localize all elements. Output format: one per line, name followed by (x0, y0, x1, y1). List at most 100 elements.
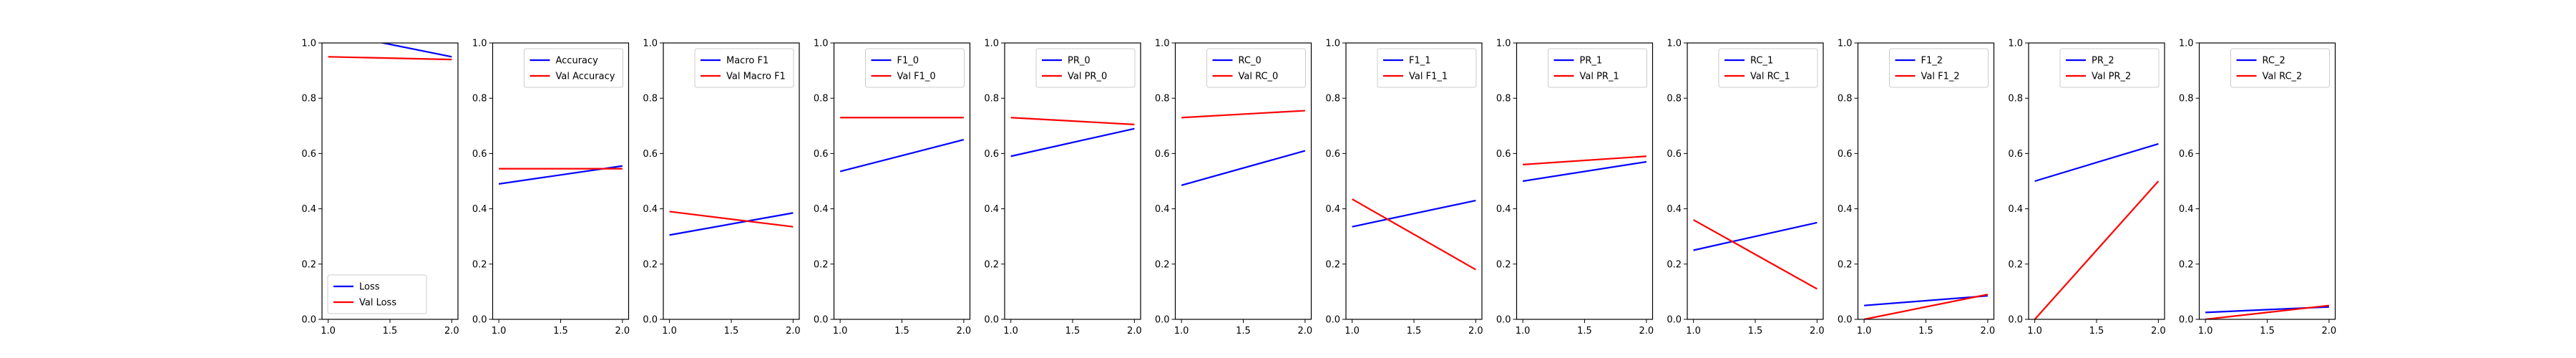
legend-entry: Loss (359, 282, 380, 293)
legend-box (1548, 48, 1647, 88)
series-line-1 (379, 43, 452, 58)
y-tick-label: 0.2 (472, 259, 487, 270)
y-tick-label: 1.0 (1325, 39, 1340, 49)
y-tick-label: 0.0 (2179, 315, 2194, 326)
y-tick-label: 0.6 (1155, 149, 1170, 160)
x-tick-label: 1.5 (1748, 326, 1763, 337)
x-tick-label: 1.5 (2089, 326, 2104, 337)
y-tick-label: 0.8 (1667, 94, 1682, 105)
series-line-2 (669, 211, 794, 228)
y-tick-label: 0.8 (984, 94, 999, 105)
y-tick-label: 0.2 (2008, 259, 2023, 270)
y-tick-label: 0.0 (1496, 315, 1511, 326)
y-tick-label: 0.4 (643, 204, 658, 215)
y-tick-label: 0.8 (1155, 94, 1170, 105)
y-tick-label: 0.8 (1496, 94, 1511, 105)
legend-entry: Val RC_1 (1750, 72, 1790, 82)
y-tick-label: 1.0 (814, 39, 829, 49)
subplot-10: 0.0 0.2 0.4 0.6 0.8 1.0 1.0 1.5 2.0 F1_2 Val F1_2 (1838, 39, 1995, 337)
y-tick-label: 0.4 (2008, 204, 2023, 215)
x-tick-label: 1.5 (1577, 326, 1592, 337)
legend-entry: Val RC_0 (1239, 72, 1279, 82)
legend-entry: F1_2 (1921, 56, 1943, 67)
legend: RC_2 Val RC_2 (2230, 48, 2330, 88)
legend-entry: PR_1 (1580, 56, 1603, 67)
y-tick-label: 0.6 (1838, 149, 1853, 160)
legend: Macro F1 Val Macro F1 (694, 48, 794, 88)
y-tick-label: 0.6 (1496, 149, 1511, 160)
y-tick-label: 0.0 (2008, 315, 2023, 326)
legend-box (865, 48, 965, 88)
x-tick-label: 1.0 (1686, 326, 1701, 337)
legend-entry: PR_2 (2092, 56, 2114, 67)
y-tick-label: 0.6 (984, 149, 999, 160)
legend: PR_2 Val PR_2 (2059, 48, 2160, 88)
y-tick-label: 0.4 (1496, 204, 1511, 215)
y-tick-label: 1.0 (2179, 39, 2194, 49)
legend: Accuracy Val Accuracy (524, 48, 623, 88)
series-line-2 (1863, 294, 1989, 319)
x-tick-label: 2.0 (1810, 326, 1825, 337)
series-line-1 (2034, 142, 2159, 183)
x-tick-label: 1.5 (1065, 326, 1080, 337)
y-tick-label: 1.0 (2008, 39, 2023, 49)
y-tick-label: 0.0 (984, 315, 999, 326)
y-tick-label: 1.0 (1667, 39, 1682, 49)
subplot-11: 0.0 0.2 0.4 0.6 0.8 1.0 1.0 1.5 2.0 PR_2 Val PR_2 (2008, 39, 2165, 337)
legend: RC_0 Val RC_0 (1206, 48, 1306, 88)
subplot-2: 0.0 0.2 0.4 0.6 0.8 1.0 1.0 1.5 2.0 Accuracy Val A… (472, 39, 630, 337)
y-tick-label: 0.0 (301, 315, 316, 326)
y-tick-label: 0.8 (2179, 94, 2194, 105)
x-tick-label: 1.5 (894, 326, 909, 337)
y-tick-label: 0.6 (1325, 149, 1340, 160)
y-tick-label: 1.0 (984, 39, 999, 49)
series-line-2 (1352, 198, 1476, 271)
x-tick-label: 1.0 (2027, 326, 2042, 337)
legend: Loss Val Loss (327, 274, 427, 314)
y-tick-label: 0.2 (301, 259, 316, 270)
x-tick-label: 1.0 (1857, 326, 1872, 337)
y-tick-label: 0.2 (814, 259, 829, 270)
y-tick-label: 0.2 (1838, 259, 1853, 270)
legend: F1_1 Val F1_1 (1377, 48, 1477, 88)
y-tick-label: 1.0 (1155, 39, 1170, 49)
y-tick-label: 0.8 (2008, 94, 2023, 105)
series-line-2 (2205, 304, 2329, 319)
y-tick-label: 0.4 (2179, 204, 2194, 215)
y-tick-label: 0.4 (984, 204, 999, 215)
x-tick-label: 1.0 (321, 326, 336, 337)
x-tick-label: 2.0 (1468, 326, 1483, 337)
x-tick-label: 1.0 (1516, 326, 1531, 337)
y-tick-label: 0.6 (814, 149, 829, 160)
y-tick-label: 0.2 (1496, 259, 1511, 270)
x-tick-label: 2.0 (1127, 326, 1142, 337)
legend-entry: F1_0 (897, 56, 919, 67)
x-tick-label: 1.0 (492, 326, 507, 337)
subplot-5: 0.0 0.2 0.4 0.6 0.8 1.0 1.0 1.5 2.0 PR_0 Val PR_0 (984, 39, 1141, 337)
legend: PR_1 Val PR_1 (1548, 48, 1647, 88)
subplot-6: 0.0 0.2 0.4 0.6 0.8 1.0 1.0 1.5 2.0 RC_0 Val RC_0 (1155, 39, 1312, 337)
series-line-1 (1352, 199, 1476, 228)
y-tick-label: 0.2 (1155, 259, 1170, 270)
y-tick-label: 0.4 (1838, 204, 1853, 215)
y-tick-label: 0.4 (1667, 204, 1682, 215)
x-tick-label: 2.0 (1298, 326, 1313, 337)
series-line-1 (1522, 160, 1647, 183)
x-tick-label: 1.0 (1174, 326, 1189, 337)
series-line-1 (839, 139, 965, 173)
y-tick-label: 1.0 (1838, 39, 1853, 49)
x-tick-label: 2.0 (957, 326, 972, 337)
x-tick-label: 2.0 (1639, 326, 1654, 337)
y-tick-label: 0.4 (1155, 204, 1170, 215)
legend-box (1377, 48, 1477, 88)
legend-entry: Accuracy (556, 56, 599, 67)
x-tick-label: 1.0 (1003, 326, 1018, 337)
legend-entry: Val F1_1 (1409, 72, 1448, 82)
x-tick-label: 1.5 (553, 326, 568, 337)
x-tick-label: 1.5 (383, 326, 398, 337)
y-tick-label: 0.0 (1325, 315, 1340, 326)
x-tick-label: 1.0 (1345, 326, 1360, 337)
legend-entry: PR_0 (1068, 56, 1091, 67)
legend-entry: Val PR_0 (1068, 72, 1107, 82)
y-tick-label: 0.2 (984, 259, 999, 270)
